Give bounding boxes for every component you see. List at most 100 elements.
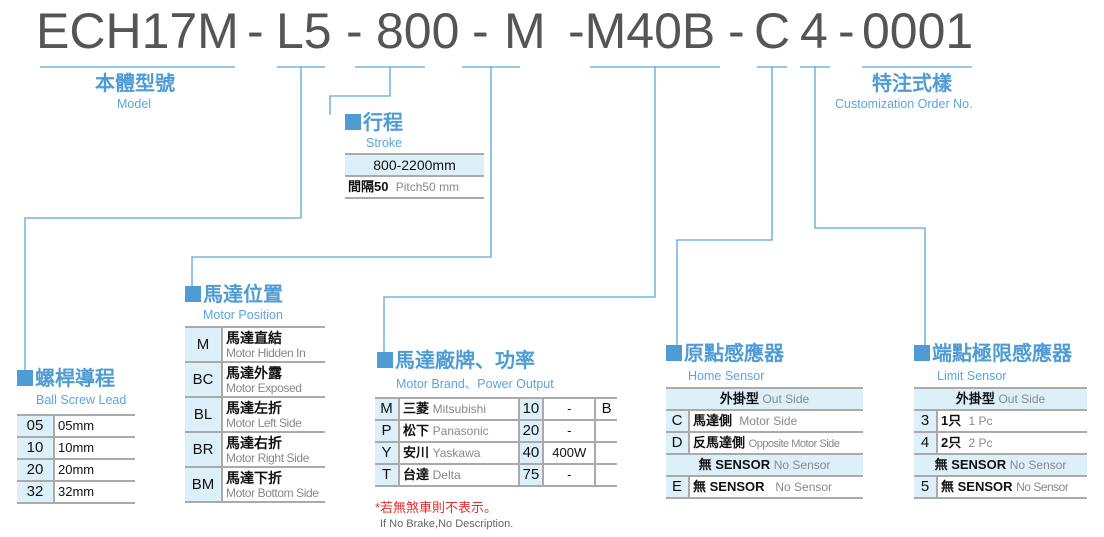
pitch-en: Pitch50 mm: [395, 180, 460, 194]
position-code: BM: [185, 466, 223, 503]
home-en: Opposite Motor Side: [748, 437, 840, 450]
brake-note-en: If No Brake,No Description.: [380, 518, 514, 530]
limit-header: 外掛型 Out Side: [914, 387, 1087, 411]
stroke-title: 行程: [345, 112, 403, 134]
brand-code: Y: [375, 441, 400, 465]
none-en: No Sensor: [773, 458, 831, 472]
position-table: M 馬達直結 Motor Hidden In BC 馬達外露 Motor Exposed…: [185, 326, 325, 503]
lead-title-text: 螺桿導程: [35, 368, 115, 390]
lead-table: 05 05mm 10 10mm 20 20mm 32 32mm: [17, 414, 135, 504]
limit-title: 端點極限感應器: [914, 343, 1072, 365]
position-label: 馬達下折 Motor Bottom Side: [222, 466, 325, 503]
brand-en: Panasonic: [432, 424, 489, 438]
power-watt: -: [543, 419, 597, 443]
lead-code: 10: [17, 436, 55, 460]
code-seg-dash: -: [346, 3, 363, 59]
power-code: 10: [518, 397, 545, 421]
position-zh: 馬達右折: [226, 434, 282, 451]
home-en: Motor Side: [739, 414, 798, 428]
pitch-zh: 間隔50: [348, 179, 389, 194]
home-title-text: 原點感應器: [684, 343, 784, 365]
lead-code: 32: [17, 480, 55, 504]
position-label: 馬達外露 Motor Exposed: [222, 361, 325, 398]
power-watt: -: [543, 397, 597, 421]
lead-title: 螺桿導程: [17, 368, 115, 390]
position-code: BL: [185, 396, 223, 433]
code-seg-lead: L5: [276, 3, 332, 59]
code-seg-custom: 0001: [862, 3, 974, 59]
custom-subtitle: Customization Order No.: [835, 97, 973, 111]
limit-zh: 1只: [941, 413, 962, 428]
brand-code: P: [375, 419, 400, 443]
square-icon: [345, 114, 361, 130]
home-title: 原點感應器: [666, 343, 784, 365]
lead-code: 20: [17, 458, 55, 482]
brake-code: [595, 463, 617, 487]
limit-none: 無 SENSOR No Sensor: [914, 453, 1087, 477]
brand-en: Yaskawa: [432, 446, 481, 460]
position-zh: 馬達外露: [226, 364, 282, 381]
lead-value: 10mm: [54, 436, 135, 460]
position-zh: 馬達左折: [226, 399, 282, 416]
header-zh: 外掛型: [719, 391, 759, 406]
position-zh: 馬達直結: [226, 329, 282, 346]
limit-en: 1 Pc: [968, 414, 993, 428]
home-header: 外掛型 Out Side: [666, 387, 863, 411]
code-seg-dash: -: [838, 3, 855, 59]
lead-code: 05: [17, 414, 55, 438]
position-label: 馬達右折 Motor Right Side: [222, 431, 325, 468]
model-title: 本體型號: [95, 73, 175, 95]
limit-subtitle: Limit Sensor: [937, 369, 1007, 383]
home-zh: 反馬達側: [693, 434, 746, 450]
model-subtitle: Model: [117, 97, 152, 111]
code-seg-position: M: [504, 3, 546, 59]
home-none: 無 SENSOR No Sensor: [666, 453, 863, 477]
position-subtitle: Motor Position: [203, 308, 283, 322]
brand-zh: 松下: [403, 423, 430, 438]
code-seg-dash: -: [472, 3, 489, 59]
square-icon: [914, 345, 930, 361]
code-seg-limit: 4: [800, 3, 828, 59]
none-en: No Sensor: [1009, 458, 1067, 472]
position-label: 馬達左折 Motor Left Side: [222, 396, 325, 433]
power-code: 40: [518, 441, 545, 465]
square-icon: [185, 286, 201, 302]
square-icon: [377, 352, 393, 368]
brand-en: Mitsubishi: [432, 402, 486, 416]
power-code: 20: [518, 419, 545, 443]
position-en: Motor Left Side: [226, 415, 302, 430]
home-code: C: [666, 409, 690, 433]
stroke-pitch: 間隔50 Pitch50 mm: [345, 175, 484, 199]
code-seg-stroke: 800: [376, 3, 460, 59]
stroke-subtitle: Stroke: [366, 136, 403, 150]
limit-zh: 2只: [941, 435, 962, 450]
brand-title-text: 馬達廠牌、功率: [395, 350, 535, 372]
position-code: BC: [185, 361, 223, 398]
home-table: 外掛型 Out Side C 馬達側 Motor Side D 反馬達側 Oppos…: [666, 387, 863, 499]
code-seg-dash: -: [247, 3, 264, 59]
code-seg-brand: -M40B: [568, 3, 716, 59]
brand-zh: 三菱: [403, 401, 430, 416]
brake-code: [595, 419, 617, 443]
limit-title-text: 端點極限感應器: [932, 343, 1072, 365]
lead-subtitle: Ball Screw Lead: [36, 393, 127, 407]
lead-value: 32mm: [54, 480, 135, 504]
position-en: Motor Right Side: [226, 450, 309, 465]
custom-title: 特注式樣: [872, 73, 952, 95]
square-icon: [666, 345, 682, 361]
none-zh: 無 SENSOR: [698, 457, 771, 472]
power-watt: -: [543, 463, 597, 487]
position-en: Motor Hidden In: [226, 345, 306, 360]
position-code: BR: [185, 431, 223, 468]
home-en: No Sensor: [775, 480, 833, 494]
stroke-range: 800-2200mm: [345, 153, 484, 177]
limit-zh: 無 SENSOR: [941, 479, 1013, 494]
limit-code: 5: [914, 475, 938, 499]
brand-subtitle: Motor Brand、Power Output: [396, 377, 554, 391]
home-zh: 無 SENSOR: [693, 479, 765, 494]
home-subtitle: Home Sensor: [688, 369, 765, 383]
header-en: Out Side: [762, 392, 810, 406]
stroke-title-text: 行程: [363, 112, 403, 134]
brand-zh: 台達: [403, 467, 430, 482]
brake-code: [595, 441, 617, 465]
